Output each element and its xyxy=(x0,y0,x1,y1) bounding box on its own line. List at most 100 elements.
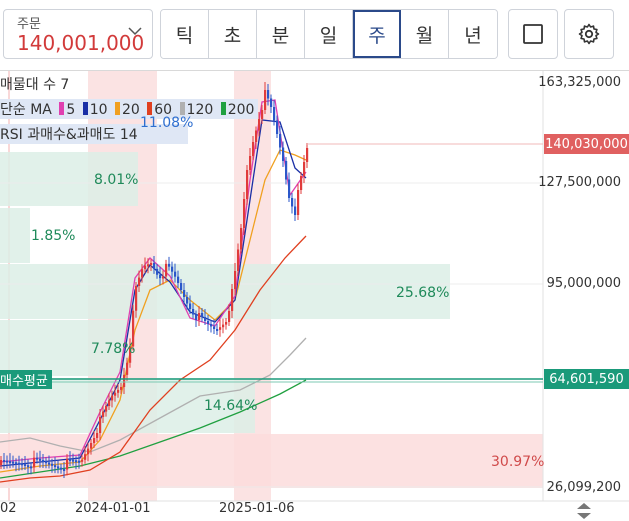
candle-body xyxy=(111,395,114,401)
date-axis-label: 2025-01-06 xyxy=(219,501,295,516)
candle-body xyxy=(300,176,303,190)
candle-body xyxy=(213,326,216,329)
candle-body xyxy=(57,466,60,469)
candle-body xyxy=(261,110,264,119)
candle-body xyxy=(186,297,189,304)
order-price-select[interactable]: 주문 140,001,000 xyxy=(3,9,153,59)
candle-body xyxy=(36,457,39,460)
candle-body xyxy=(9,461,12,464)
candle-body xyxy=(87,448,90,455)
candle-body xyxy=(306,148,309,162)
candle-body xyxy=(177,276,180,283)
candle-body xyxy=(120,387,123,390)
candle-body xyxy=(189,303,192,309)
candle-body xyxy=(138,277,141,286)
ma-legend-item: 20 xyxy=(121,102,140,118)
candle-body xyxy=(102,411,105,417)
period-day-button[interactable]: 일 xyxy=(305,10,353,58)
period-second-button[interactable]: 초 xyxy=(209,10,257,58)
candle-body xyxy=(108,400,111,406)
period-selector: 틱 초 분 일 주 월 년 xyxy=(160,9,498,59)
candle-body xyxy=(234,271,237,289)
profile-bar xyxy=(0,320,128,376)
fullscreen-button[interactable] xyxy=(508,9,558,59)
candlestick-chart[interactable] xyxy=(0,71,629,521)
candle-body xyxy=(78,460,81,463)
order-value: 140,001,000 xyxy=(17,31,145,55)
candle-body xyxy=(99,417,102,433)
candle-body xyxy=(219,327,222,330)
candle-body xyxy=(147,264,150,267)
ma-legend-item: 10 xyxy=(89,102,108,118)
candle-body xyxy=(291,198,294,207)
period-week-button[interactable]: 주 xyxy=(353,10,401,58)
volume-profile-legend: 매물대 수 7 xyxy=(0,77,70,93)
candle-body xyxy=(294,206,297,215)
ma-legend-item: 5 xyxy=(66,102,76,118)
ma-legend-prefix: 단순 MA xyxy=(0,102,52,118)
candle-body xyxy=(45,461,48,464)
candle-body xyxy=(270,98,273,107)
chart-area[interactable] xyxy=(0,71,629,521)
candle-body xyxy=(54,465,57,468)
ma-color-swatch xyxy=(147,102,153,115)
candle-body xyxy=(15,462,18,465)
candle-body xyxy=(114,392,117,396)
ma-legend-item: 60 xyxy=(154,102,173,118)
profile-pct: 1.85% xyxy=(31,228,76,244)
candle-body xyxy=(216,329,219,331)
candle-body xyxy=(288,179,291,198)
candle-body xyxy=(237,249,240,271)
profile-pct: 25.68% xyxy=(396,285,450,301)
candle-body xyxy=(243,199,246,228)
candle-body xyxy=(207,321,210,324)
candle-body xyxy=(210,324,213,327)
candle-body xyxy=(135,286,138,311)
profile-bar xyxy=(0,152,138,206)
date-axis-label: 2024-01-01 xyxy=(75,501,151,516)
ma-color-swatch xyxy=(220,102,226,115)
candle-body xyxy=(27,465,30,468)
chart-toolbar: 주문 140,001,000 틱 초 분 일 주 월 년 xyxy=(0,0,629,71)
candle-body xyxy=(42,459,45,462)
candle-body xyxy=(72,459,75,462)
period-year-button[interactable]: 년 xyxy=(449,10,497,58)
candle-body xyxy=(129,346,132,363)
ma-120-line xyxy=(0,337,307,453)
candle-body xyxy=(3,460,6,462)
ma-60-line xyxy=(0,235,307,483)
settings-button[interactable] xyxy=(564,9,614,59)
candle-body xyxy=(24,464,27,467)
candle-body xyxy=(168,263,171,267)
scroll-arrows-icon[interactable] xyxy=(577,503,591,519)
period-minute-button[interactable]: 분 xyxy=(257,10,305,58)
candle-body xyxy=(171,266,174,272)
price-axis-label: 95,000,000 xyxy=(546,276,621,291)
date-axis-label: 02 xyxy=(0,501,17,516)
gear-icon xyxy=(578,23,600,45)
candle-body xyxy=(303,162,306,176)
candle-body xyxy=(141,269,144,278)
period-month-button[interactable]: 월 xyxy=(401,10,449,58)
ma-legend-item: 200 xyxy=(227,102,255,118)
candle-body xyxy=(273,107,276,121)
candle-body xyxy=(30,466,33,469)
period-tick-button[interactable]: 틱 xyxy=(161,10,209,58)
candle-body xyxy=(66,459,69,470)
candle-body xyxy=(126,362,129,375)
candle-body xyxy=(63,469,66,471)
candle-body xyxy=(264,90,267,110)
candle-body xyxy=(90,443,93,449)
candle-body xyxy=(231,289,234,311)
candle-body xyxy=(96,433,99,438)
candle-body xyxy=(222,324,225,328)
ma-color-swatch xyxy=(114,102,120,115)
candle-body xyxy=(255,130,258,142)
candle-body xyxy=(51,463,54,466)
price-axis-label: 26,099,200 xyxy=(546,480,621,495)
candle-body xyxy=(12,461,15,464)
chevron-down-icon xyxy=(128,27,142,36)
candle-body xyxy=(159,274,162,279)
candle-body xyxy=(225,322,228,325)
candle-body xyxy=(228,311,231,322)
